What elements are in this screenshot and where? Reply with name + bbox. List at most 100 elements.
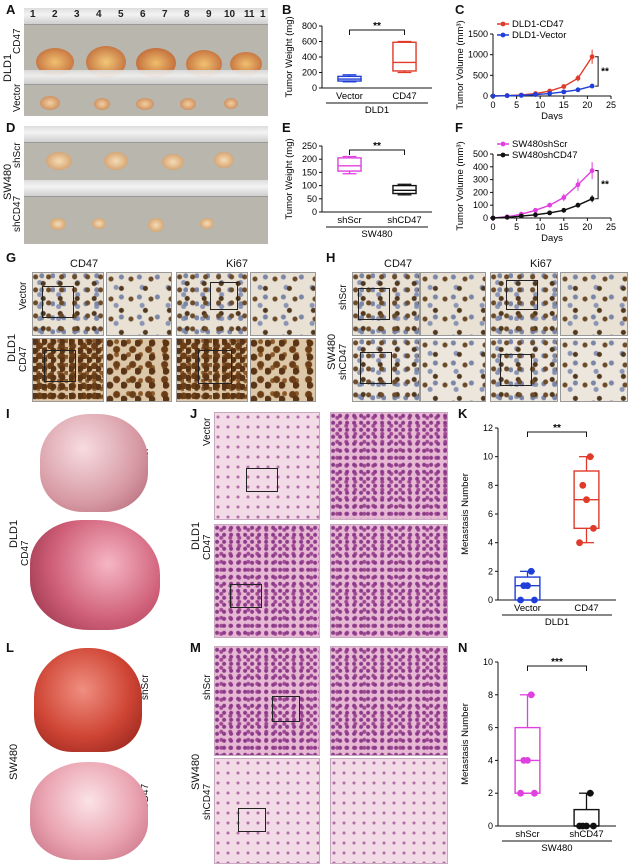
panel-label-c: C	[455, 2, 465, 17]
chart-e-ytick-label-4: 200	[302, 154, 317, 164]
chart-e-category-1: shCD47	[387, 215, 421, 226]
sw480-group-label-h: SW480	[326, 333, 338, 370]
chart-k-ytick-label-2: 4	[488, 538, 493, 548]
chart-b-tumor-weight-dld1: 0 200 400 600 800 Tumor Weight (mg) Vector CD47…	[284, 16, 432, 116]
lung-photo-shcd47	[30, 762, 148, 860]
chart-f-tumor-volume-sw480: 0 100 200 300 400 500 Tumor Volume (mm³) 0 5 10 15…	[455, 139, 616, 244]
he-m-shscr-high	[330, 646, 448, 756]
chart-b-ytick-label-0: 0	[312, 83, 317, 93]
chart-c-xtick-label-5: 25	[606, 100, 616, 110]
dld1-group-label-a: DLD1	[2, 53, 14, 82]
ihc-header-cd47-h: CD47	[384, 258, 413, 270]
tumor-shcd47-4	[200, 218, 214, 229]
chart-f-series-line-0	[492, 170, 593, 219]
panel-label-d: D	[6, 120, 16, 135]
chart-n-ytick-label-0: 0	[488, 821, 493, 831]
chart-f-xtick-label-5: 25	[606, 222, 616, 232]
chart-f-legend-marker-1	[500, 152, 506, 158]
chart-k-point-0-0	[517, 596, 524, 604]
chart-c-xtick-label-0: 0	[490, 100, 495, 110]
chart-n-point-0-4	[527, 691, 535, 699]
chart-n-group-label: SW480	[541, 843, 572, 854]
shscr-row-label-h: shScr	[338, 284, 349, 310]
chart-k-box-1	[573, 470, 600, 530]
chart-c-ytick-label-2: 1000	[468, 50, 488, 60]
chart-c-point-1-6	[575, 87, 581, 93]
chart-c-point-1-2	[518, 92, 524, 98]
chart-e-box-0	[337, 157, 362, 172]
zoom-box-h1	[358, 288, 390, 320]
chart-f-xtick-label-3: 15	[559, 222, 569, 232]
shscr-row-label-m: shScr	[202, 674, 213, 700]
ihc-h-shcd47-ki67-high	[560, 338, 628, 402]
zoom-box-j1	[246, 468, 278, 492]
chart-f-point-0-6	[575, 182, 581, 188]
zoom-box-h2	[506, 280, 538, 310]
tumor-shscr-1	[46, 152, 72, 170]
chart-b-category-1: CD47	[392, 91, 416, 102]
tumor-vector-4	[180, 98, 196, 110]
chart-n-point-0-3	[520, 757, 528, 764]
zoom-box-j2	[230, 584, 262, 608]
chart-k-ytick-label-3: 6	[488, 509, 493, 519]
ihc-g-cd47-cd47-high	[106, 338, 172, 402]
dld1-group-label-j: DLD1	[190, 521, 202, 550]
cd47-row-label-a: CD47	[12, 28, 23, 54]
chart-k-ytick-label-0: 0	[488, 595, 493, 605]
chart-c-sig-bracket	[595, 56, 599, 87]
panel-label-l: L	[6, 640, 14, 655]
lung-photo-vector	[40, 414, 148, 512]
chart-f-point-0-5	[561, 195, 567, 200]
chart-k-category-0: Vector	[514, 603, 541, 614]
chart-f-point-1-0	[490, 215, 496, 221]
ihc-g-vector-ki67-high	[250, 272, 316, 336]
shcd47-row-label-h: shCD47	[338, 343, 349, 380]
chart-f-point-0-7	[589, 168, 595, 174]
chart-e-sig-label: **	[373, 141, 381, 152]
chart-b-ytick-label-3: 600	[302, 37, 317, 47]
tumor-shcd47-2	[92, 218, 106, 229]
chart-c-ytick-label-1: 500	[473, 70, 488, 80]
tumor-shscr-4	[214, 152, 234, 168]
he-m-shcd47-low	[214, 758, 320, 864]
he-m-shscr-low	[214, 646, 320, 756]
zoom-box-g2	[210, 282, 238, 310]
ihc-h-shcd47-ki67-low	[490, 338, 558, 402]
chart-e-tumor-weight-sw480: 0 50 100 150 200 250 Tumor Weight (mg) shScr shC…	[284, 138, 432, 240]
chart-f-point-1-7	[589, 196, 595, 202]
chart-f-point-1-4	[547, 210, 553, 216]
chart-c-point-1-1	[504, 93, 510, 99]
vector-row-label-j: Vector	[202, 417, 213, 446]
zoom-box-m1	[272, 696, 300, 722]
chart-b-ytick-label-2: 400	[302, 52, 317, 62]
chart-c-point-1-5	[561, 89, 567, 95]
chart-b-ytick-label-1: 200	[302, 68, 317, 78]
chart-f-sig-label: **	[601, 180, 609, 191]
sw480-group-label-l: SW480	[8, 743, 20, 780]
zoom-box-g3	[44, 350, 76, 382]
chart-b-box-1	[392, 41, 417, 72]
chart-c-xtick-label-4: 20	[582, 100, 592, 110]
chart-e-ytick-label-1: 50	[307, 194, 317, 204]
panel-label-f: F	[455, 120, 463, 135]
chart-b-ytick-label-4: 800	[302, 21, 317, 31]
chart-n-ytick-label-3: 6	[488, 723, 493, 733]
chart-f-ytick-label-1: 100	[473, 200, 488, 210]
chart-k-point-0-4	[527, 567, 535, 575]
tumor-vector-2	[94, 98, 110, 110]
zoom-box-h4	[500, 354, 532, 386]
chart-n-sig-bracket	[527, 665, 587, 671]
chart-c-point-1-4	[547, 91, 553, 96]
chart-e-ytick-label-2: 100	[302, 181, 317, 191]
sw480-group-label-d: SW480	[2, 163, 14, 200]
chart-f-ytick-label-5: 500	[473, 149, 488, 159]
chart-k-ytick-label-5: 10	[483, 452, 493, 462]
chart-f-ytick-label-4: 400	[473, 162, 488, 172]
chart-e-ylabel: Tumor Weight (mg)	[284, 138, 295, 219]
panel-label-b: B	[282, 2, 292, 17]
chart-e-box-1	[392, 184, 417, 195]
lung-photo-shscr	[34, 648, 142, 752]
dld1-group-label-g: DLD1	[6, 333, 18, 362]
